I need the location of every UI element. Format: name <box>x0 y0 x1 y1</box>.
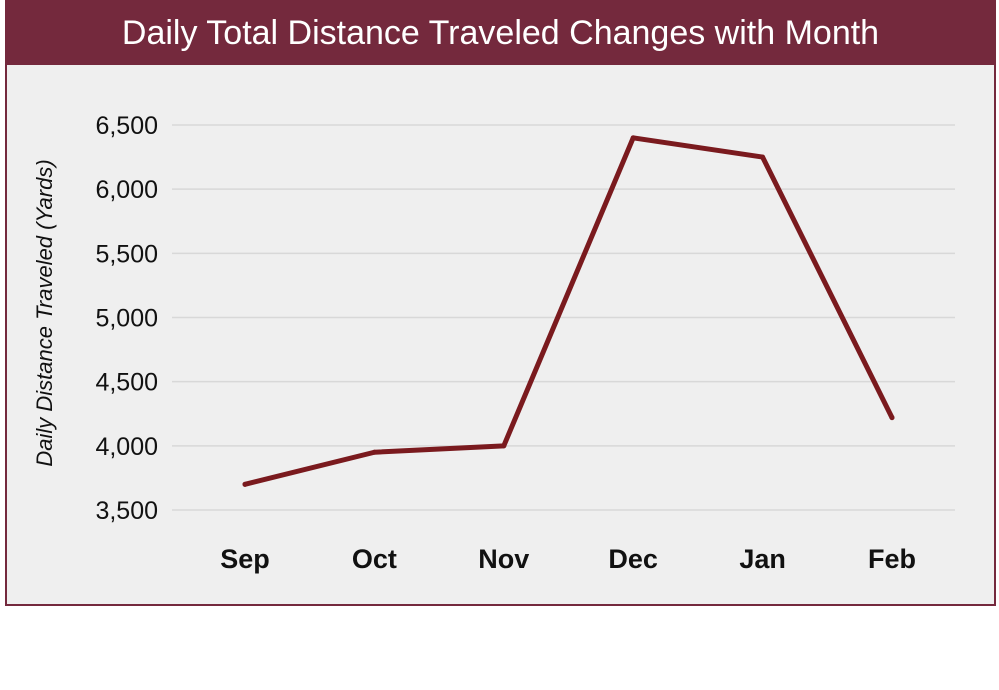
data-point <box>630 135 636 141</box>
x-axis-ticks: Sep Oct Nov Dec Jan Feb <box>220 544 916 574</box>
x-tick-label: Feb <box>868 544 916 574</box>
y-tick-label: 5,000 <box>95 305 158 333</box>
y-axis-ticks: 3,500 4,000 4,500 5,000 5,500 6,000 6,500 <box>95 112 158 525</box>
y-tick-label: 6,000 <box>95 176 158 204</box>
x-tick-label: Oct <box>352 544 397 574</box>
y-axis-label: Daily Distance Traveled (Yards) <box>32 159 57 466</box>
y-tick-label: 3,500 <box>95 497 158 525</box>
chart-title: Daily Total Distance Traveled Changes wi… <box>7 2 994 65</box>
x-tick-label: Dec <box>608 544 658 574</box>
x-tick-label: Nov <box>478 544 529 574</box>
data-point <box>371 449 377 455</box>
y-tick-label: 6,500 <box>95 112 158 140</box>
chart-frame: Daily Total Distance Traveled Changes wi… <box>5 0 996 606</box>
series-line <box>242 135 895 487</box>
data-point <box>889 415 895 421</box>
gridlines <box>172 124 955 511</box>
x-tick-label: Sep <box>220 544 270 574</box>
y-tick-label: 5,500 <box>95 240 158 268</box>
data-point <box>242 481 248 487</box>
x-tick-label: Jan <box>739 544 786 574</box>
data-point <box>501 443 507 449</box>
y-tick-label: 4,000 <box>95 433 158 461</box>
data-point <box>760 154 766 160</box>
y-tick-label: 4,500 <box>95 369 158 397</box>
series-group <box>242 135 895 487</box>
